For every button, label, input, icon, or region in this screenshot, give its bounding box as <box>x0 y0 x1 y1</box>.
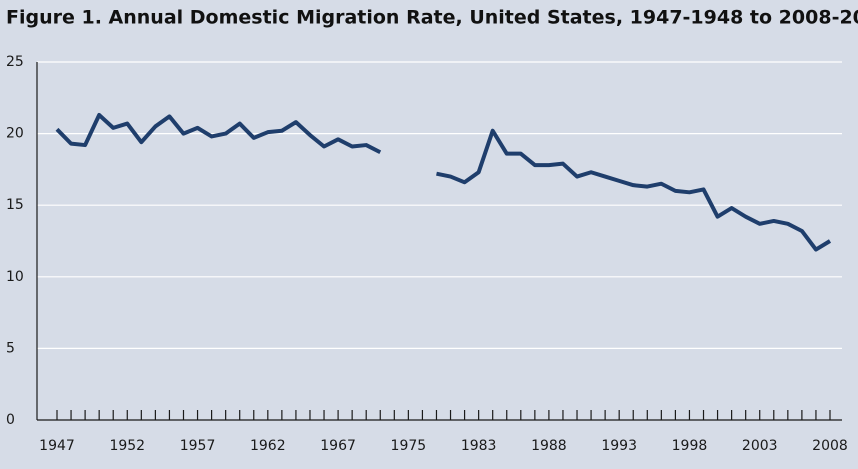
y-tick-label: 15 <box>6 197 24 213</box>
x-tick-label: 1947 <box>39 438 75 454</box>
y-tick-label: 5 <box>6 340 15 356</box>
y-tick-label: 25 <box>6 54 24 70</box>
y-tick-label: 0 <box>6 412 15 428</box>
chart-title: Figure 1. Annual Domestic Migration Rate… <box>6 7 858 29</box>
x-tick-label: 1988 <box>531 438 567 454</box>
x-tick-label: 2003 <box>742 438 778 454</box>
x-tick-label: 1975 <box>391 438 427 454</box>
y-tick-label: 10 <box>6 269 24 285</box>
line <box>55 112 832 252</box>
x-tick-label: 1983 <box>461 438 497 454</box>
x-tick-label: 1998 <box>672 438 708 454</box>
x-tick-label: 1993 <box>601 438 637 454</box>
x-tick-label: 1957 <box>180 438 216 454</box>
x-tick-label: 1962 <box>250 438 286 454</box>
x-tick-label: 2008 <box>812 438 848 454</box>
y-tick-label: 20 <box>6 126 24 142</box>
x-tick-label: 1952 <box>109 438 145 454</box>
x-tick-label: 1967 <box>320 438 356 454</box>
